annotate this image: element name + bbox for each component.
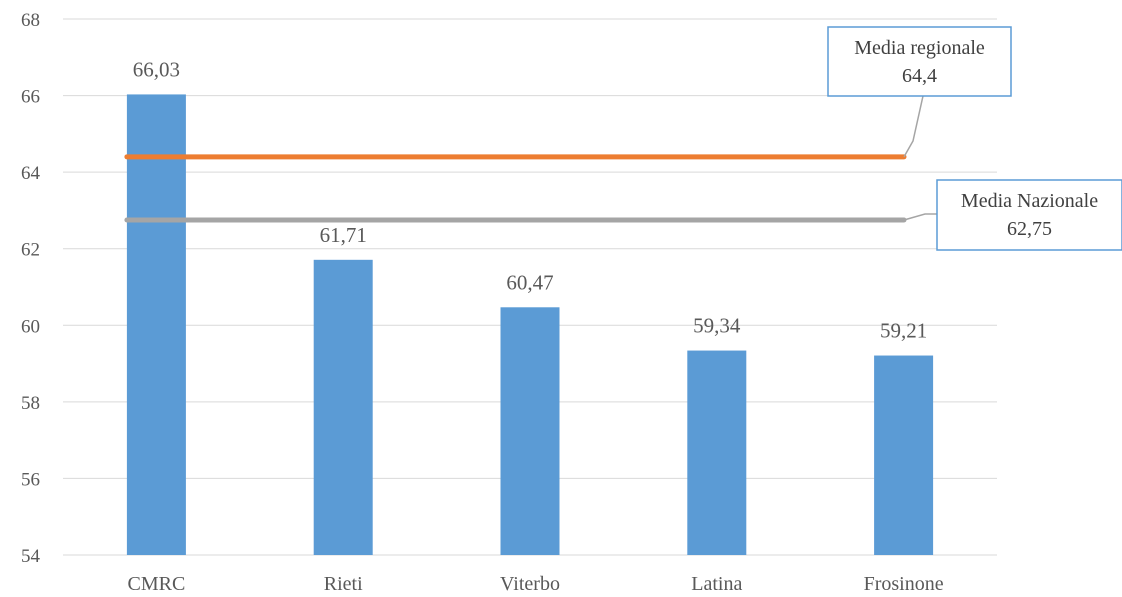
y-tick-label: 64 xyxy=(21,163,41,184)
y-tick-label: 68 xyxy=(21,10,40,31)
y-tick-label: 66 xyxy=(21,87,40,108)
data-label: 66,03 xyxy=(133,57,180,81)
data-label: 61,71 xyxy=(320,223,367,247)
bar xyxy=(313,259,373,555)
bar xyxy=(126,94,186,556)
data-labels: 66,03 61,71 60,47 59,34 59,21 xyxy=(133,57,927,342)
callout-leader xyxy=(903,95,924,158)
y-tick-label: 54 xyxy=(21,546,41,567)
reference-line-value: 64,4 xyxy=(902,65,937,87)
y-tick-label: 56 xyxy=(21,469,40,490)
callout-box xyxy=(827,26,1012,97)
data-label: 59,34 xyxy=(693,314,741,338)
y-tick-label: 60 xyxy=(21,316,40,337)
callout-leader xyxy=(903,213,937,221)
data-label: 60,47 xyxy=(506,270,553,294)
bar xyxy=(874,355,934,555)
bar xyxy=(500,307,560,555)
x-tick-label: Viterbo xyxy=(500,573,560,595)
reference-line-name: Media regionale xyxy=(854,37,985,59)
x-tick-label: Latina xyxy=(691,573,742,595)
x-tick-label: Rieti xyxy=(324,573,363,595)
x-tick-label: CMRC xyxy=(127,573,185,595)
y-tick-label: 58 xyxy=(21,393,40,414)
reference-line-name: Media Nazionale xyxy=(961,190,1098,212)
bars xyxy=(126,94,934,556)
reference-line-value: 62,75 xyxy=(1007,218,1052,240)
x-tick-label: Frosinone xyxy=(864,573,944,595)
data-label: 59,21 xyxy=(880,319,927,343)
reference-callout: Media Nazionale 62,75 xyxy=(903,179,1122,251)
reference-callouts: Media regionale 64,4 Media Nazionale 62,75 xyxy=(827,26,1122,251)
bar xyxy=(687,350,747,555)
callout-box xyxy=(936,179,1122,251)
y-tick-label: 62 xyxy=(21,240,40,261)
reference-callout: Media regionale 64,4 xyxy=(827,26,1012,158)
x-axis-categories: CMRC Rieti Viterbo Latina Frosinone xyxy=(127,573,943,595)
y-axis-ticks: 54 56 58 60 62 64 66 68 xyxy=(21,10,41,567)
reference-lines xyxy=(124,154,907,223)
